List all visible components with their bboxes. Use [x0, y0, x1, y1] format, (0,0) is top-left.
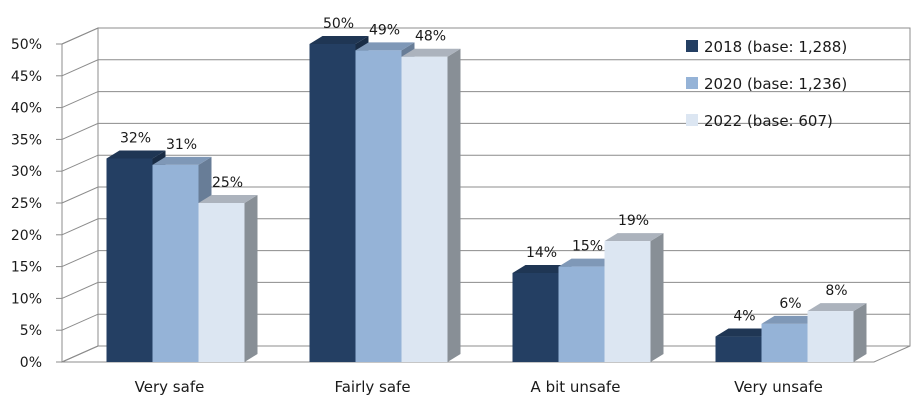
legend-label: 2022 (base: 607) — [704, 112, 833, 130]
y-tick-label: 30% — [11, 164, 42, 180]
bar — [604, 233, 664, 362]
data-label: 6% — [779, 296, 801, 312]
gridline — [61, 186, 910, 204]
bar-front — [152, 164, 199, 362]
legend-swatch — [686, 114, 698, 126]
y-tick-label: 25% — [11, 196, 42, 212]
gridline — [61, 154, 910, 172]
bar — [401, 48, 461, 362]
bar — [198, 195, 258, 362]
y-tick-label: 15% — [11, 260, 42, 276]
bar-side — [244, 195, 258, 362]
data-label: 15% — [572, 239, 603, 255]
bar-side — [650, 233, 664, 362]
x-axis-categories: Very safe Fairly safe A bit unsafe Very uns… — [135, 378, 823, 396]
bar-front — [401, 56, 448, 362]
bar-front — [198, 203, 245, 362]
bar-front — [761, 323, 808, 362]
data-label: 31% — [166, 137, 197, 153]
y-tick-label: 50% — [11, 37, 42, 53]
data-label: 19% — [618, 213, 649, 229]
bar-top — [198, 195, 258, 203]
y-tick-label: 20% — [11, 228, 42, 244]
x-category-label: Fairly safe — [334, 378, 410, 396]
gridline — [61, 91, 910, 109]
data-label: 50% — [323, 16, 354, 32]
bar-top — [558, 258, 618, 267]
legend-label: 2018 (base: 1,288) — [704, 38, 847, 56]
bars — [106, 36, 867, 363]
bar-top — [761, 315, 821, 324]
data-label: 48% — [415, 29, 446, 45]
y-axis-ticks: 0% 5% 10% 15% 20% 25% 30% 35% 40% 45% 50% — [11, 37, 63, 371]
bar — [807, 303, 867, 362]
y-tick-label: 10% — [11, 291, 42, 307]
legend-label: 2020 (base: 1,236) — [704, 75, 847, 93]
bar-front — [106, 158, 153, 362]
bar-front — [512, 272, 559, 362]
bar-top — [604, 233, 664, 242]
bar-front — [558, 266, 605, 362]
bar-front — [715, 336, 762, 362]
gridlines — [61, 27, 910, 363]
bar-top — [807, 303, 867, 312]
data-label: 49% — [369, 22, 400, 38]
bar-front — [355, 50, 402, 363]
bar-side — [853, 303, 867, 362]
bar-top — [309, 36, 369, 44]
bar-top — [715, 328, 775, 337]
gridline — [61, 27, 910, 45]
bar-side — [447, 48, 461, 362]
bar-front — [604, 241, 651, 362]
data-label: 14% — [526, 245, 557, 261]
data-label: 32% — [120, 130, 151, 146]
y-tick-label: 0% — [20, 355, 42, 371]
legend: 2018 (base: 1,288) 2020 (base: 1,236) 2022… — [686, 38, 847, 130]
x-category-label: A bit unsafe — [531, 378, 621, 396]
y-tick-label: 5% — [20, 323, 42, 339]
legend-swatch — [686, 40, 698, 52]
bar-front — [807, 311, 854, 362]
y-tick-label: 40% — [11, 101, 42, 117]
gridline — [61, 218, 910, 236]
x-category-label: Very unsafe — [734, 378, 823, 396]
bar-top — [512, 264, 572, 273]
bar-top — [152, 156, 212, 165]
data-label: 8% — [825, 283, 847, 299]
y-tick-label: 45% — [11, 69, 42, 85]
data-labels: 32% 31% 25% 50% 49% 48% 14% 15% 19% 4% 6% 8% — [120, 16, 848, 325]
bar-top — [355, 42, 415, 51]
bar-front — [309, 44, 356, 362]
legend-swatch — [686, 77, 698, 89]
x-category-label: Very safe — [135, 378, 205, 396]
gridline — [61, 59, 910, 77]
y-tick-label: 35% — [11, 132, 42, 148]
gridline — [61, 122, 910, 140]
data-label: 4% — [733, 309, 755, 325]
data-label: 25% — [212, 175, 243, 191]
bar-top — [401, 48, 461, 57]
bar-top — [106, 150, 166, 159]
